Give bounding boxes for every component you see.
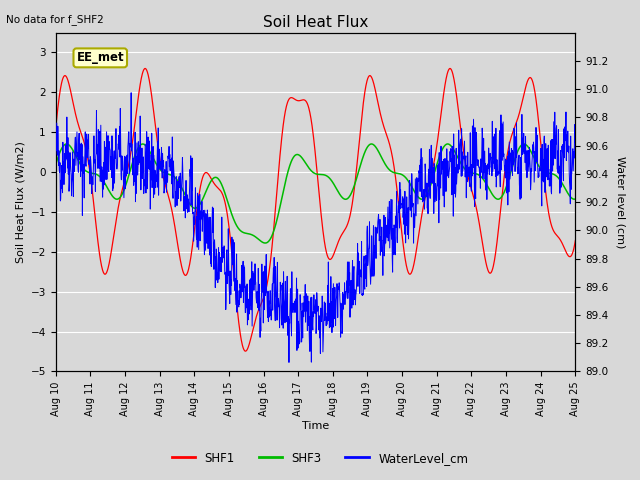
Y-axis label: Soil Heat Flux (W/m2): Soil Heat Flux (W/m2) bbox=[15, 141, 25, 263]
Text: No data for f_SHF2: No data for f_SHF2 bbox=[6, 14, 104, 25]
Y-axis label: Water level (cm): Water level (cm) bbox=[615, 156, 625, 248]
Legend: SHF1, SHF3, WaterLevel_cm: SHF1, SHF3, WaterLevel_cm bbox=[167, 447, 473, 469]
Text: EE_met: EE_met bbox=[76, 51, 124, 64]
X-axis label: Time: Time bbox=[302, 421, 329, 432]
Title: Soil Heat Flux: Soil Heat Flux bbox=[263, 15, 368, 30]
